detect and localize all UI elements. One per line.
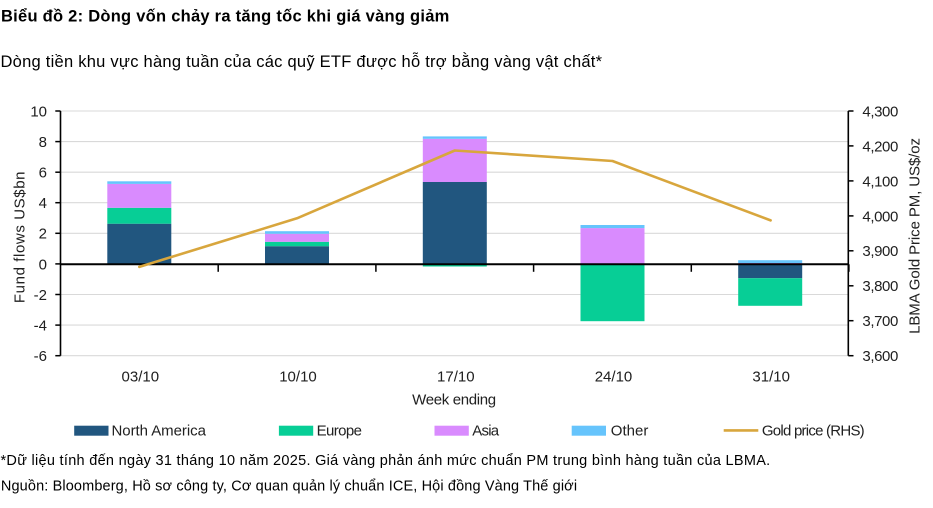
svg-text:24/10: 24/10 (595, 368, 633, 385)
svg-text:2: 2 (39, 226, 47, 243)
svg-text:4,200: 4,200 (862, 138, 898, 155)
svg-text:8: 8 (39, 134, 47, 151)
svg-text:4,100: 4,100 (862, 173, 898, 190)
svg-text:3,800: 3,800 (862, 278, 898, 295)
svg-text:Biểu đồ 2: Dòng vốn chảy ra tă: Biểu đồ 2: Dòng vốn chảy ra tăng tốc khi… (1, 7, 450, 25)
svg-text:LBMA Gold Price PM, US$/oz: LBMA Gold Price PM, US$/oz (907, 138, 924, 334)
svg-text:3,900: 3,900 (862, 243, 898, 260)
svg-text:Fund flows US$bn: Fund flows US$bn (11, 171, 28, 303)
svg-text:10: 10 (30, 103, 47, 120)
svg-text:4,000: 4,000 (862, 208, 898, 225)
svg-text:Week ending: Week ending (412, 391, 496, 408)
svg-text:17/10: 17/10 (437, 368, 475, 385)
svg-text:10/10: 10/10 (279, 368, 317, 385)
svg-text:4,300: 4,300 (862, 103, 898, 120)
svg-text:6: 6 (39, 165, 47, 182)
svg-text:Dòng tiền khu vực hàng tuần củ: Dòng tiền khu vực hàng tuần của các quỹ … (1, 52, 603, 71)
svg-text:Other: Other (611, 423, 649, 440)
svg-text:-4: -4 (34, 318, 47, 335)
svg-text:Nguồn: Bloomberg, Hồ sơ công t: Nguồn: Bloomberg, Hồ sơ công ty, Cơ quan… (1, 478, 577, 494)
svg-text:-2: -2 (34, 287, 47, 304)
svg-text:4: 4 (39, 195, 47, 212)
svg-text:0: 0 (39, 256, 47, 273)
svg-text:Gold price (RHS): Gold price (RHS) (762, 423, 865, 440)
svg-text:3,700: 3,700 (862, 313, 898, 330)
svg-text:3,600: 3,600 (862, 348, 898, 365)
svg-text:*Dữ liệu tính đến ngày 31 thán: *Dữ liệu tính đến ngày 31 tháng 10 năm 2… (1, 453, 771, 469)
svg-text:Europe: Europe (317, 423, 362, 440)
svg-text:North America: North America (112, 423, 207, 440)
svg-text:31/10: 31/10 (752, 368, 790, 385)
svg-text:Asia: Asia (472, 423, 499, 440)
svg-text:-6: -6 (34, 348, 47, 365)
svg-text:03/10: 03/10 (122, 368, 160, 385)
